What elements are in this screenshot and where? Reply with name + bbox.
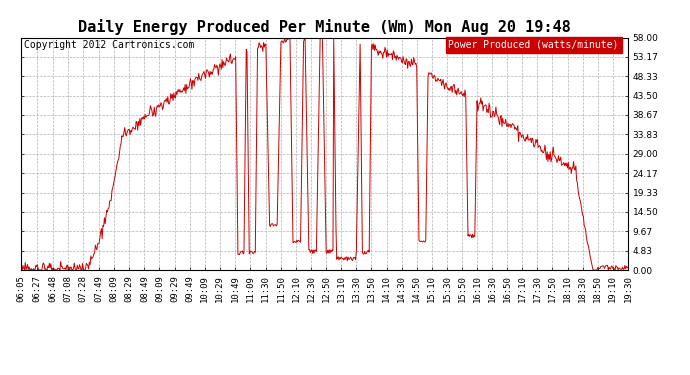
- Text: Copyright 2012 Cartronics.com: Copyright 2012 Cartronics.com: [23, 40, 194, 50]
- Text: Power Produced (watts/minute): Power Produced (watts/minute): [448, 40, 619, 50]
- Title: Daily Energy Produced Per Minute (Wm) Mon Aug 20 19:48: Daily Energy Produced Per Minute (Wm) Mo…: [78, 19, 571, 35]
